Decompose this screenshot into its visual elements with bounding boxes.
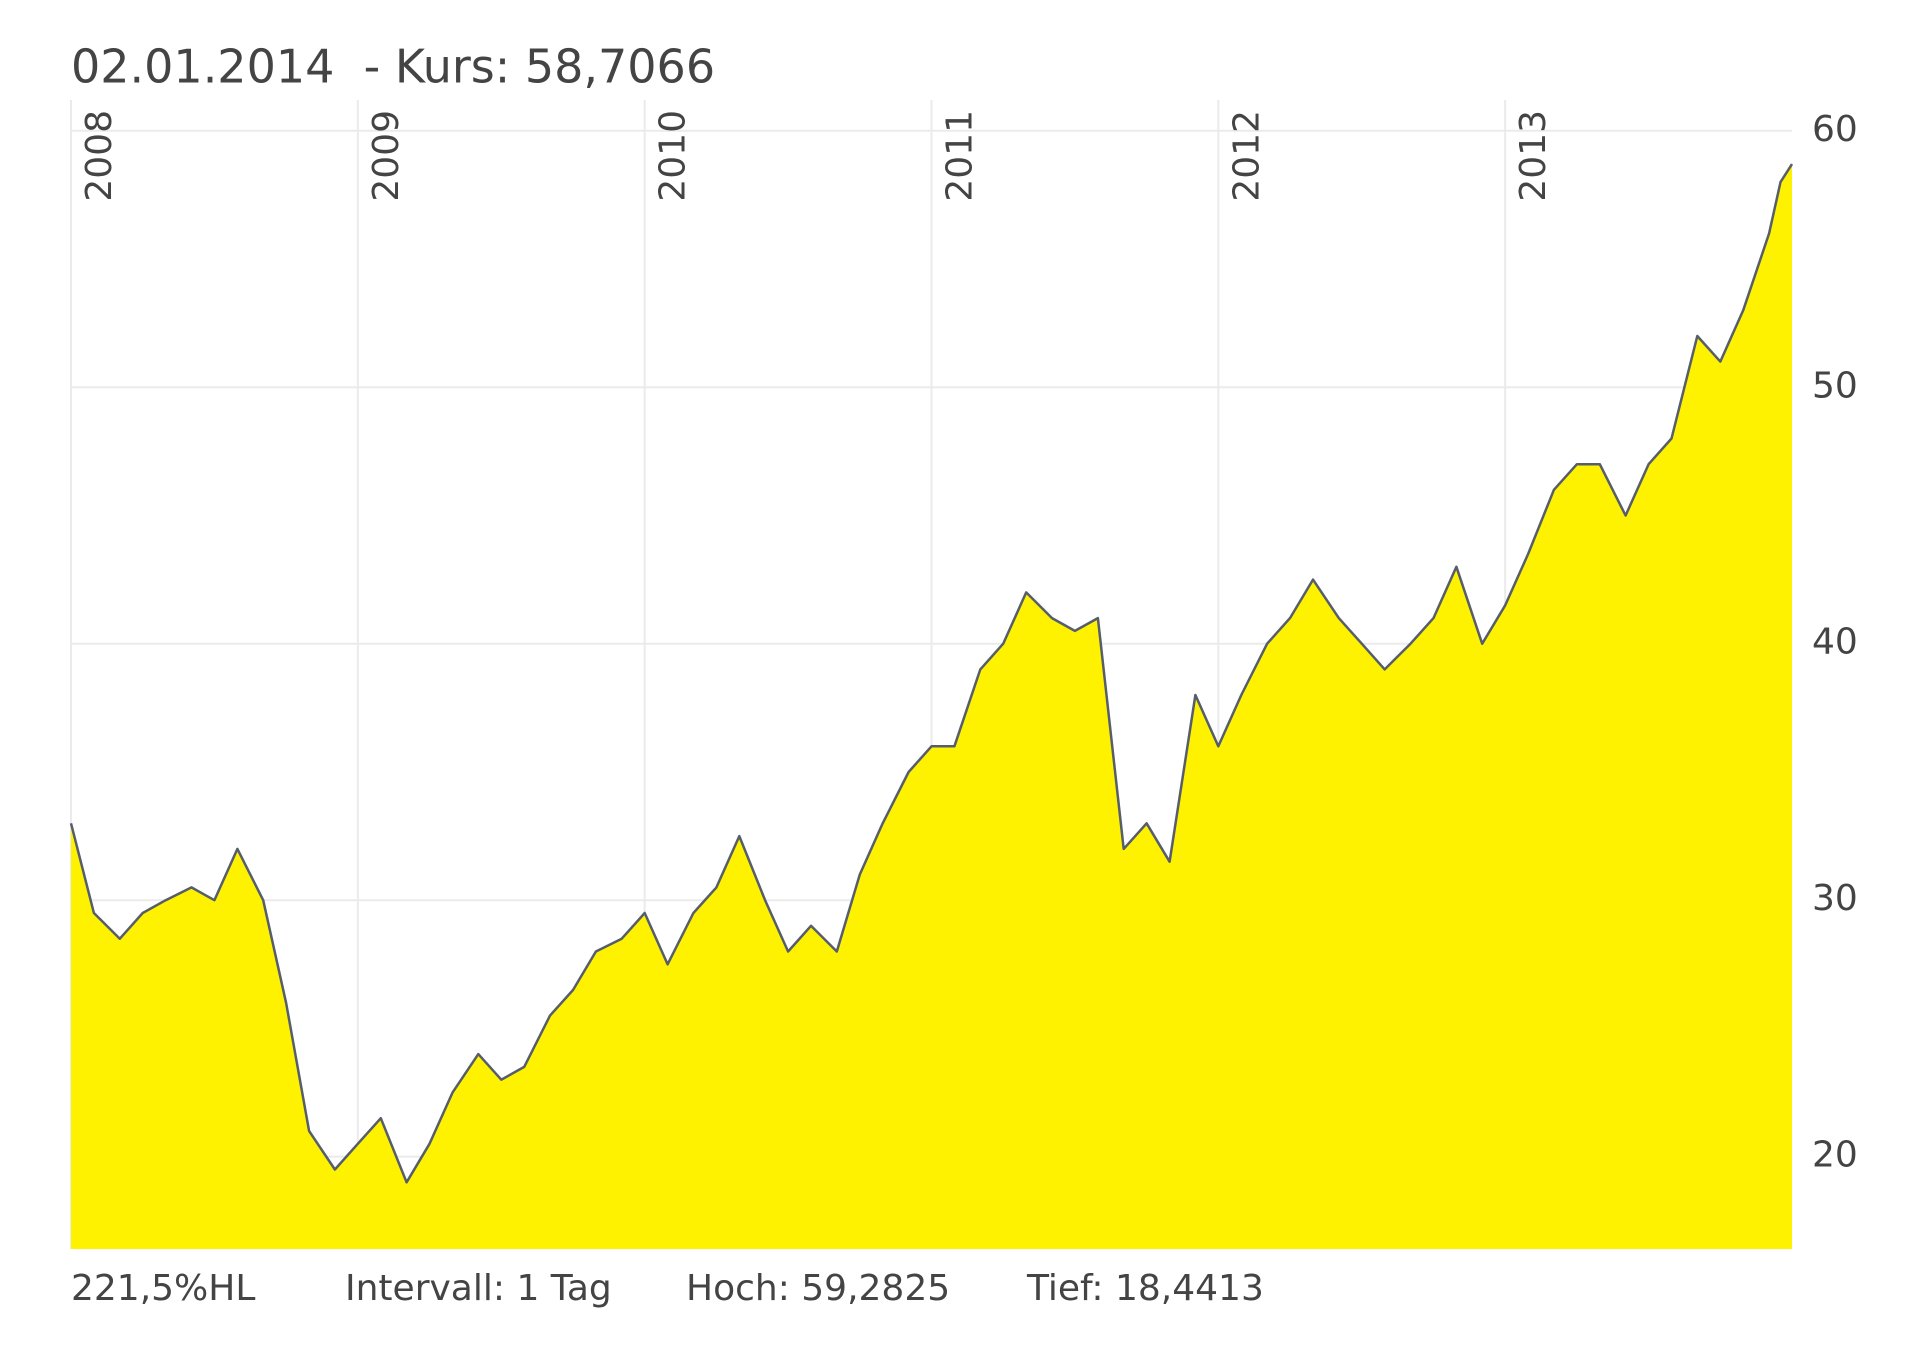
footer-stat: Intervall: 1 Tag — [345, 1268, 612, 1309]
footer-stat: 221,5%HL — [71, 1268, 255, 1309]
footer-stat: Hoch: 59,2825 — [686, 1268, 950, 1309]
y-tick-label: 60 — [1812, 109, 1858, 150]
y-tick-label: 20 — [1812, 1135, 1858, 1176]
area — [71, 164, 1792, 1250]
x-tick-label: 2011 — [940, 110, 981, 202]
y-tick-label: 40 — [1812, 622, 1858, 663]
x-tick-label: 2013 — [1513, 110, 1554, 202]
x-tick-label: 2008 — [79, 110, 120, 202]
chart-title: 02.01.2014 - Kurs: 58,7066 — [71, 40, 715, 94]
footer-stat: Tief: 18,4413 — [1026, 1268, 1264, 1309]
x-tick-label: 2012 — [1226, 110, 1267, 202]
price-line — [69, 163, 1794, 1184]
x-tick-label: 2009 — [366, 110, 407, 202]
x-tick-label: 2010 — [653, 110, 694, 202]
y-tick-label: 50 — [1812, 365, 1858, 406]
y-tick-label: 30 — [1812, 878, 1858, 919]
